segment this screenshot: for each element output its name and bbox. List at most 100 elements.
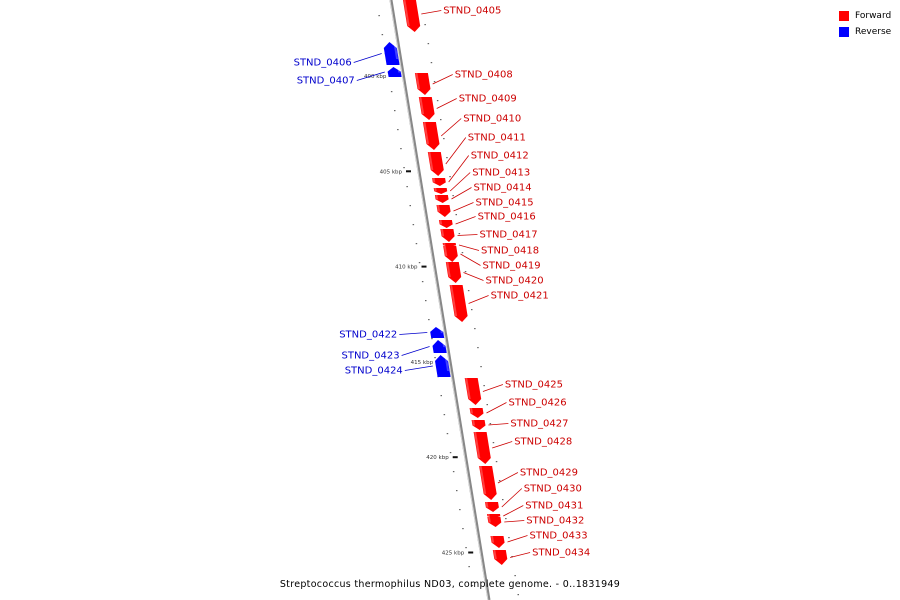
- gene-label[interactable]: STND_0408: [455, 70, 513, 81]
- gene-label[interactable]: STND_0412: [471, 151, 529, 162]
- gene-stnd_0434[interactable]: STND_0434: [492, 548, 590, 566]
- gene-arrow[interactable]: [432, 340, 447, 353]
- gene-stnd_0415[interactable]: STND_0415: [436, 198, 534, 218]
- gene-stnd_0429[interactable]: STND_0429: [479, 466, 578, 500]
- gene-arrow[interactable]: [485, 502, 499, 512]
- scale-tick: 425 kbp: [442, 551, 474, 557]
- gene-arrow[interactable]: [438, 220, 453, 228]
- gene-label[interactable]: STND_0411: [468, 133, 526, 144]
- gene-stnd_0413[interactable]: STND_0413: [433, 168, 531, 195]
- gene-arrow[interactable]: [464, 378, 482, 405]
- gene-arrow[interactable]: [471, 420, 486, 430]
- gene-label[interactable]: STND_0415: [476, 198, 534, 209]
- gene-label[interactable]: STND_0420: [486, 276, 544, 287]
- gene-label[interactable]: STND_0406: [294, 58, 352, 69]
- gene-label[interactable]: STND_0428: [514, 437, 572, 448]
- gene-arrow[interactable]: [432, 178, 446, 186]
- gene-arrow[interactable]: [422, 122, 440, 150]
- gene-arrow[interactable]: [436, 205, 451, 217]
- gene-label[interactable]: STND_0426: [509, 398, 567, 409]
- gene-label[interactable]: STND_0421: [491, 291, 549, 302]
- gene-label[interactable]: STND_0433: [530, 531, 588, 542]
- gene-arrow[interactable]: [430, 327, 445, 338]
- gene-stnd_0411[interactable]: STND_0411: [427, 133, 526, 177]
- gene-label[interactable]: STND_0416: [478, 212, 536, 223]
- scale-tick-label: 425 kbp: [442, 551, 465, 557]
- gene-label[interactable]: STND_0422: [339, 330, 397, 341]
- gene-label[interactable]: STND_0407: [297, 76, 355, 87]
- gene-arrow[interactable]: [443, 246, 458, 262]
- gene-stnd_0416[interactable]: STND_0416: [438, 212, 536, 229]
- gene-stnd_0419[interactable]: STND_0419: [443, 246, 541, 272]
- gene-label[interactable]: STND_0413: [472, 168, 530, 179]
- gene-label[interactable]: STND_0431: [525, 501, 583, 512]
- gene-label[interactable]: STND_0430: [524, 484, 582, 495]
- gene-stnd_0409[interactable]: STND_0409: [418, 94, 517, 121]
- gene-label[interactable]: STND_0405: [443, 6, 501, 17]
- gene-stnd_0427[interactable]: STND_0427: [471, 419, 569, 431]
- gene-label[interactable]: STND_0419: [483, 261, 541, 272]
- gene-arrow[interactable]: [492, 550, 508, 565]
- gene-label[interactable]: STND_0427: [510, 419, 568, 430]
- gene-label[interactable]: STND_0432: [526, 516, 584, 527]
- gene-arrow[interactable]: [435, 355, 451, 377]
- gene-label[interactable]: STND_0423: [342, 351, 400, 362]
- gene-arrow[interactable]: [414, 73, 431, 95]
- gene-stnd_0424[interactable]: STND_0424: [345, 355, 451, 377]
- gene-stnd_0406[interactable]: STND_0406: [294, 42, 400, 69]
- gene-stnd_0428[interactable]: STND_0428: [473, 432, 573, 464]
- gene-label-leader: [503, 505, 524, 517]
- gene-label[interactable]: STND_0409: [459, 94, 517, 105]
- gene-label[interactable]: STND_0410: [463, 114, 521, 125]
- gene-stnd_0407[interactable]: STND_0407: [297, 67, 402, 87]
- gene-label[interactable]: STND_0434: [532, 548, 590, 559]
- gene-arrow[interactable]: [440, 229, 455, 242]
- gene-label-leader: [401, 346, 430, 356]
- gene-stnd_0425[interactable]: STND_0425: [464, 378, 563, 405]
- gene-arrow[interactable]: [383, 42, 400, 65]
- gene-arrow[interactable]: [469, 408, 484, 418]
- gene-label[interactable]: STND_0418: [481, 246, 539, 257]
- gene-arrow[interactable]: [473, 432, 491, 464]
- gene-arrow[interactable]: [445, 262, 462, 283]
- gene-arrow[interactable]: [434, 195, 449, 203]
- gene-stnd_0421[interactable]: STND_0421: [449, 285, 549, 322]
- gene-label-leader: [504, 520, 525, 523]
- gene-stnd_0423[interactable]: STND_0423: [342, 340, 447, 362]
- gene-stnd_0420[interactable]: STND_0420: [445, 262, 544, 287]
- gene-arrow[interactable]: [449, 285, 468, 322]
- gene-stnd_0426[interactable]: STND_0426: [469, 398, 567, 419]
- legend-swatch-reverse: [839, 26, 849, 37]
- legend: Forward Reverse: [839, 9, 891, 41]
- genome-caption: Streptococcus thermophilus ND03, complet…: [279, 579, 621, 590]
- gene-label[interactable]: STND_0424: [345, 366, 403, 377]
- gene-stnd_0417[interactable]: STND_0417: [440, 229, 538, 242]
- gene-arrow[interactable]: [387, 67, 402, 77]
- gene-stnd_0422[interactable]: STND_0422: [339, 327, 445, 341]
- gene-stnd_0430[interactable]: STND_0430: [485, 484, 582, 513]
- gene-stnd_0410[interactable]: STND_0410: [422, 114, 521, 151]
- gene-label[interactable]: STND_0429: [520, 468, 578, 479]
- gene-label-leader: [455, 216, 476, 225]
- gene-arrow[interactable]: [418, 97, 435, 120]
- gene-stnd_0408[interactable]: STND_0408: [414, 70, 513, 96]
- gene-label-leader: [458, 244, 480, 251]
- gene-arrow[interactable]: [490, 536, 505, 548]
- gene-arrow[interactable]: [487, 517, 502, 527]
- gene-label[interactable]: STND_0425: [505, 380, 563, 391]
- gene-arrow[interactable]: [479, 466, 497, 500]
- gene-stnd_0412[interactable]: STND_0412: [432, 151, 529, 187]
- gene-label[interactable]: STND_0414: [474, 183, 532, 194]
- genome-backbone-highlight: [389, 0, 489, 600]
- gene-arrow[interactable]: [427, 152, 444, 176]
- gene-stnd_0405[interactable]: STND_0405: [402, 0, 501, 32]
- gene-label-leader: [488, 423, 509, 426]
- legend-swatch-forward: [839, 10, 849, 21]
- gene-stnd_0432[interactable]: STND_0432: [487, 516, 584, 528]
- gene-stnd_0433[interactable]: STND_0433: [490, 531, 588, 549]
- gene-stnd_0414[interactable]: STND_0414: [434, 183, 532, 204]
- gene-arrow[interactable]: [402, 0, 421, 32]
- gene-arrow[interactable]: [433, 188, 448, 194]
- gene-label[interactable]: STND_0417: [480, 230, 538, 241]
